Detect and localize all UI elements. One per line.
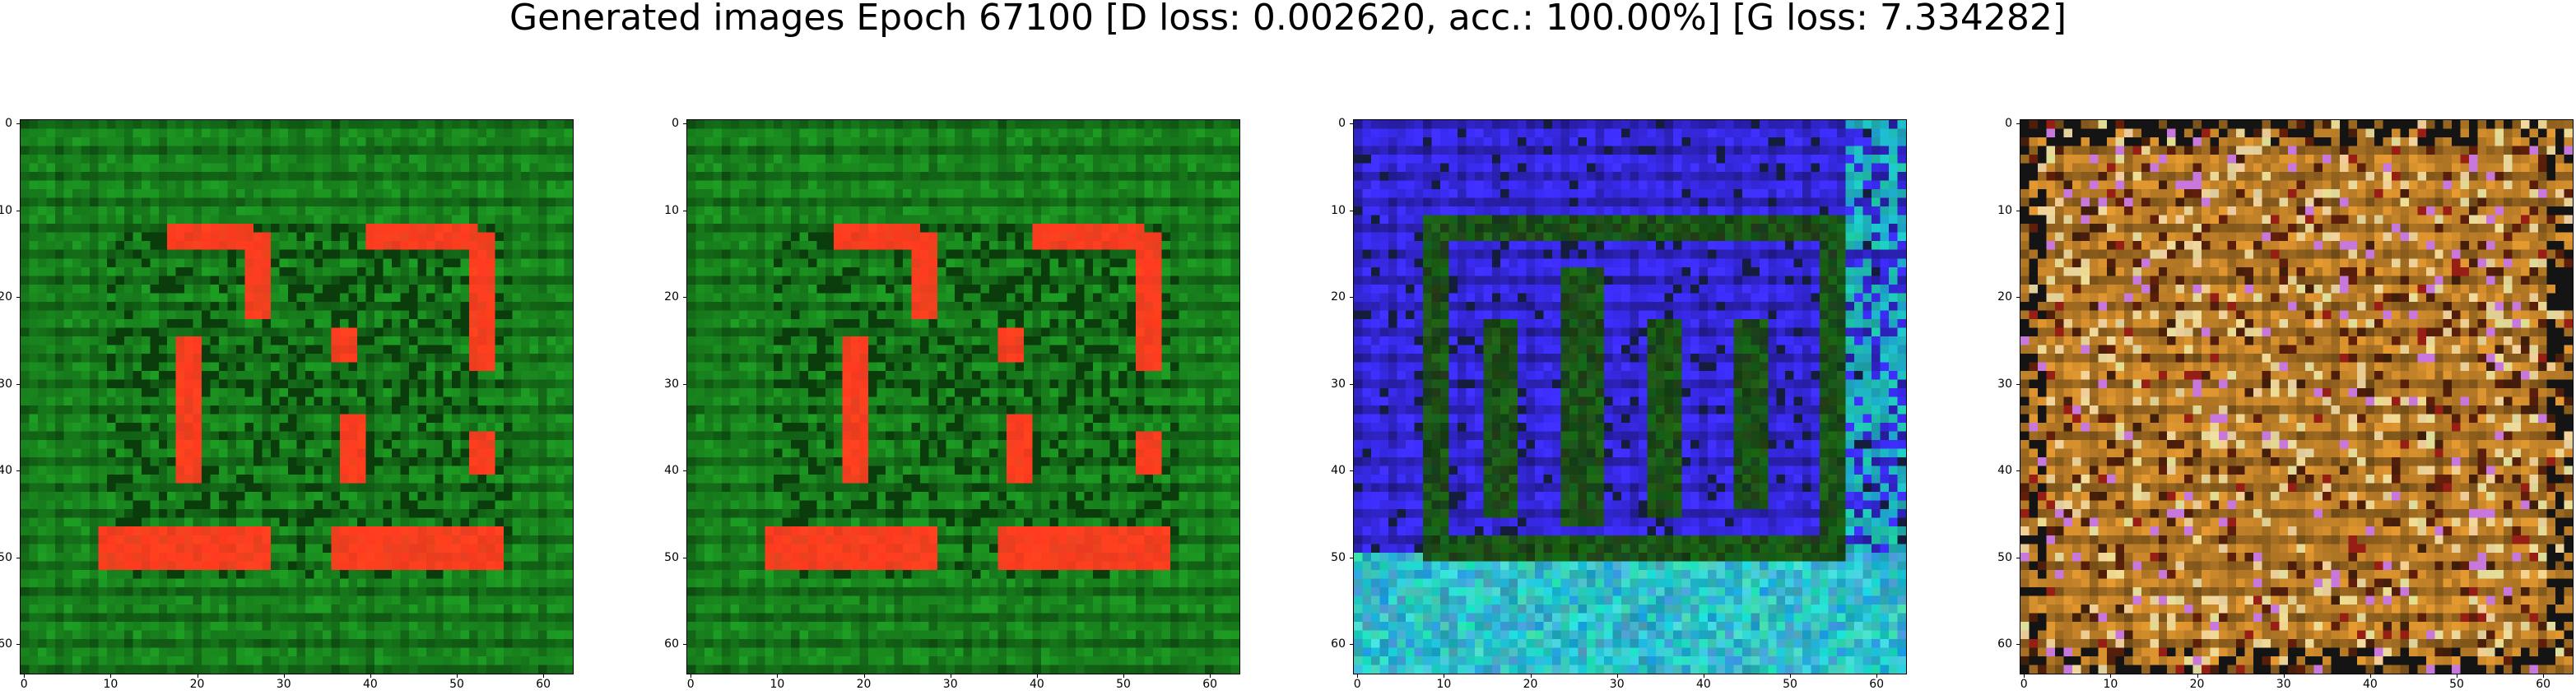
generated-image-1 (20, 119, 574, 674)
y-tick-label: 10 (1331, 205, 1353, 216)
x-tick-label: 10 (103, 679, 118, 690)
figure-title: Generated images Epoch 67100 [D loss: 0.… (0, 0, 2576, 36)
x-tick-label: 20 (190, 679, 205, 690)
y-tick-label: 40 (1997, 465, 2020, 476)
y-tick-label: 40 (0, 465, 20, 476)
x-tick-label: 30 (277, 679, 291, 690)
x-tick-label: 0 (2020, 679, 2028, 690)
y-tick-label: 30 (0, 378, 20, 390)
y-tick-label: 40 (664, 465, 686, 476)
y-tick-label: 20 (0, 291, 20, 303)
x-tick-label: 50 (449, 679, 464, 690)
x-tick-label: 30 (943, 679, 958, 690)
x-tick-label: 40 (2363, 679, 2378, 690)
x-tick-label: 0 (1354, 679, 1361, 690)
y-tick-label: 20 (664, 291, 686, 303)
image-panel-3: 0 0 10 10 20 20 30 30 40 40 50 50 60 60 (1345, 118, 1904, 686)
y-tick-label: 30 (1331, 378, 1353, 390)
x-tick-label: 10 (2103, 679, 2118, 690)
y-tick-label: 0 (5, 118, 20, 129)
image-panel-4: 0 0 10 10 20 20 30 30 40 40 50 50 60 60 (2011, 118, 2571, 686)
y-tick-label: 20 (1997, 291, 2020, 303)
x-tick-label: 20 (857, 679, 872, 690)
x-tick-label: 50 (1116, 679, 1131, 690)
x-tick-label: 10 (1436, 679, 1451, 690)
y-tick-label: 0 (672, 118, 686, 129)
x-tick-label: 40 (1030, 679, 1044, 690)
x-tick-label: 0 (687, 679, 695, 690)
y-tick-label: 50 (0, 552, 20, 563)
generated-image-2 (686, 119, 1240, 674)
y-tick-label: 10 (664, 205, 686, 216)
generated-image-3 (1353, 119, 1907, 674)
y-tick-label: 40 (1331, 465, 1353, 476)
image-panel-2: 0 0 10 10 20 20 30 30 40 40 50 50 60 60 (678, 118, 1238, 686)
x-tick-label: 50 (1783, 679, 1797, 690)
y-tick-label: 60 (0, 638, 20, 650)
x-tick-label: 40 (363, 679, 378, 690)
y-tick-label: 30 (1997, 378, 2020, 390)
x-tick-label: 30 (1610, 679, 1625, 690)
x-tick-label: 10 (770, 679, 784, 690)
y-tick-label: 0 (1338, 118, 1353, 129)
x-tick-label: 30 (2276, 679, 2291, 690)
x-tick-label: 40 (1696, 679, 1711, 690)
y-tick-label: 50 (1331, 552, 1353, 563)
y-tick-label: 20 (1331, 291, 1353, 303)
y-tick-label: 10 (1997, 205, 2020, 216)
y-tick-label: 60 (1331, 638, 1353, 650)
x-tick-label: 50 (2449, 679, 2464, 690)
x-tick-label: 0 (21, 679, 28, 690)
y-tick-label: 50 (1997, 552, 2020, 563)
y-tick-label: 0 (2005, 118, 2020, 129)
y-tick-label: 50 (664, 552, 686, 563)
image-panel-1: 0 0 10 10 20 20 30 30 40 40 50 50 60 60 (12, 118, 571, 686)
y-tick-label: 60 (1997, 638, 2020, 650)
generated-image-4 (2020, 119, 2574, 674)
x-tick-label: 20 (2190, 679, 2205, 690)
x-tick-label: 20 (1523, 679, 1538, 690)
x-tick-label: 60 (1869, 679, 1884, 690)
x-tick-label: 60 (1202, 679, 1217, 690)
y-tick-label: 60 (664, 638, 686, 650)
x-tick-label: 60 (2536, 679, 2550, 690)
y-tick-label: 30 (664, 378, 686, 390)
y-tick-label: 10 (0, 205, 20, 216)
x-tick-label: 60 (536, 679, 551, 690)
